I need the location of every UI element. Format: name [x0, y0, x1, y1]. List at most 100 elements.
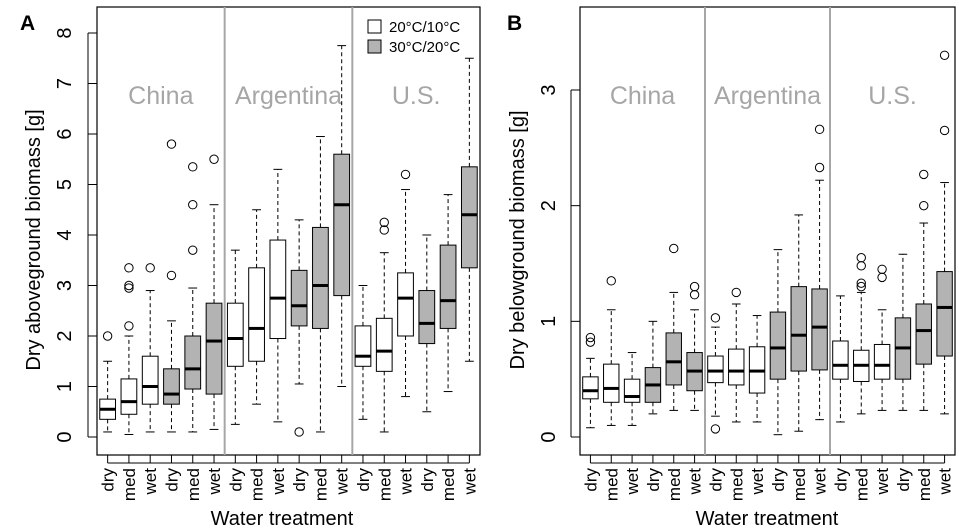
panel-b-outlier-point	[939, 50, 950, 60]
panel-b-plot-frame	[579, 6, 956, 456]
panel-a-box	[248, 267, 265, 362]
panel-b-outlier-point	[669, 243, 679, 254]
panel-b-x-tick-label: med	[852, 468, 871, 501]
panel-a-y-axis-title: Dry aboveground biomass [g]	[23, 109, 45, 370]
panel-b-outlier-point	[856, 261, 866, 271]
panel-b-x-tick-label: dry	[581, 468, 600, 492]
panel-b-outlier-point	[877, 264, 887, 274]
panel-a-box	[354, 325, 372, 367]
panel-b-x-tick-label: wet	[873, 468, 892, 496]
panel-a-outlier-point	[294, 427, 304, 437]
panel-a-y-tick-label: 6	[54, 128, 76, 139]
panel-b-x-tick-label: dry	[769, 468, 788, 492]
panel-b-outlier-point	[856, 278, 866, 288]
panel-a-box	[141, 355, 159, 405]
panel-a-outlier-point	[166, 270, 177, 281]
panel-a-x-tick-label: med	[248, 468, 267, 501]
panel-b-x-tick-label: wet	[936, 468, 955, 496]
panel-b-box	[873, 343, 891, 380]
panel-a-x-tick-label: wet	[460, 468, 479, 496]
panel-a-country-label: Argentina	[235, 82, 342, 110]
panel-a-outlier-point	[124, 321, 134, 331]
panel-b-x-tick-label: wet	[686, 468, 705, 496]
panel-b-x-tick-label: dry	[644, 468, 663, 492]
panel-a-box	[397, 272, 414, 337]
panel-b-letter: B	[507, 12, 522, 35]
panel-a-box	[226, 302, 244, 367]
panel-a-x-tick-label: med	[375, 468, 394, 501]
panel-a-outlier-point	[188, 162, 198, 172]
legend-swatch-high-temp	[367, 39, 382, 54]
panel-a-x-axis-title: Water treatment	[211, 508, 354, 530]
legend-label-low-temp: 20°C/10°C	[389, 19, 460, 36]
panel-b-x-tick-label: dry	[894, 468, 913, 492]
panel-b-box	[582, 376, 599, 400]
panel-a-box	[163, 368, 180, 405]
panel-a-y-tick-label: 2	[54, 330, 76, 341]
panel-a-box	[290, 269, 308, 327]
panel-a-outlier-point	[188, 200, 198, 210]
panel-a: A Dry aboveground biomass [g] Water trea…	[20, 6, 481, 530]
panel-a-box	[312, 226, 329, 329]
panel-a-x-tick-label: med	[184, 468, 203, 501]
panel-b-x-tick-label: wet	[748, 468, 767, 496]
panel-a-x-tick-label: wet	[269, 468, 288, 496]
panel-b-box	[915, 303, 932, 365]
panel-a-outlier-point	[124, 263, 134, 273]
panel-b-x-tick-label: med	[602, 468, 621, 501]
legend-swatch-low-temp	[367, 19, 382, 34]
panel-a-outlier-point	[145, 263, 155, 273]
panel-a-y-tick-label: 5	[54, 179, 76, 190]
panel-a-x-tick-label: dry	[226, 468, 245, 492]
panel-a-box	[439, 244, 457, 329]
panel-a-box	[269, 239, 287, 340]
panel-a-country-label: U.S.	[392, 82, 441, 110]
panel-a-outlier-point	[400, 169, 411, 180]
panel-b-outlier-point	[814, 162, 825, 173]
panel-b-x-tick-label: med	[790, 468, 809, 501]
panel-b: B Dry belowground biomass [g] Water trea…	[507, 6, 956, 530]
panel-b-x-tick-label: med	[727, 468, 746, 501]
legend-label-high-temp: 30°C/20°C	[389, 39, 460, 56]
panel-a-x-tick-label: dry	[162, 468, 181, 492]
panel-b-x-tick-label: dry	[706, 468, 725, 492]
panel-a-outlier-point	[209, 154, 219, 164]
panel-a-y-tick-label: 0	[54, 431, 76, 442]
panel-a-box	[333, 153, 351, 297]
panel-a-y-tick-label: 7	[54, 78, 76, 89]
panel-a-y-tick-label: 8	[54, 27, 76, 38]
panel-b-x-tick-label: med	[665, 468, 684, 501]
panel-a-box	[120, 378, 138, 415]
panel-b-outlier-point	[919, 200, 929, 211]
panel-b-country-label: U.S.	[868, 82, 917, 110]
panel-b-box	[790, 286, 807, 372]
panel-b-outlier-point	[877, 272, 887, 283]
panel-a-y-tick-label: 4	[54, 229, 76, 240]
panel-b-y-tick-label: 0	[538, 431, 560, 442]
panel-b-x-tick-label: wet	[811, 468, 830, 496]
panel-b-outlier-point	[606, 276, 616, 286]
panel-a-x-tick-label: wet	[397, 468, 416, 496]
panel-a-country-label: China	[128, 82, 193, 110]
panel-b-outlier-point	[689, 281, 700, 292]
panel-b-box	[665, 332, 682, 386]
panel-b-y-tick-label: 3	[538, 84, 560, 95]
panel-a-y-tick-label: 3	[54, 280, 76, 291]
panel-b-x-tick-label: med	[915, 468, 934, 501]
panel-a-box	[460, 166, 478, 269]
panel-a-outlier-point	[124, 280, 134, 291]
panel-a-box	[205, 302, 223, 395]
panel-a-x-tick-label: dry	[354, 468, 373, 492]
panel-b-outlier-point	[731, 287, 741, 298]
legend: 20°C/10°C 30°C/20°C	[367, 19, 460, 56]
panel-a-outlier-point	[166, 139, 177, 149]
panel-b-box	[936, 271, 953, 357]
panel-b-outlier-point	[710, 424, 721, 434]
panel-b-x-axis-title: Water treatment	[696, 508, 839, 530]
panel-a-x-tick-label: dry	[418, 468, 437, 492]
panel-a-x-tick-label: med	[439, 468, 458, 501]
panel-b-box	[603, 363, 620, 403]
panel-b-box	[728, 348, 745, 386]
panel-b-outlier-point	[919, 169, 929, 180]
